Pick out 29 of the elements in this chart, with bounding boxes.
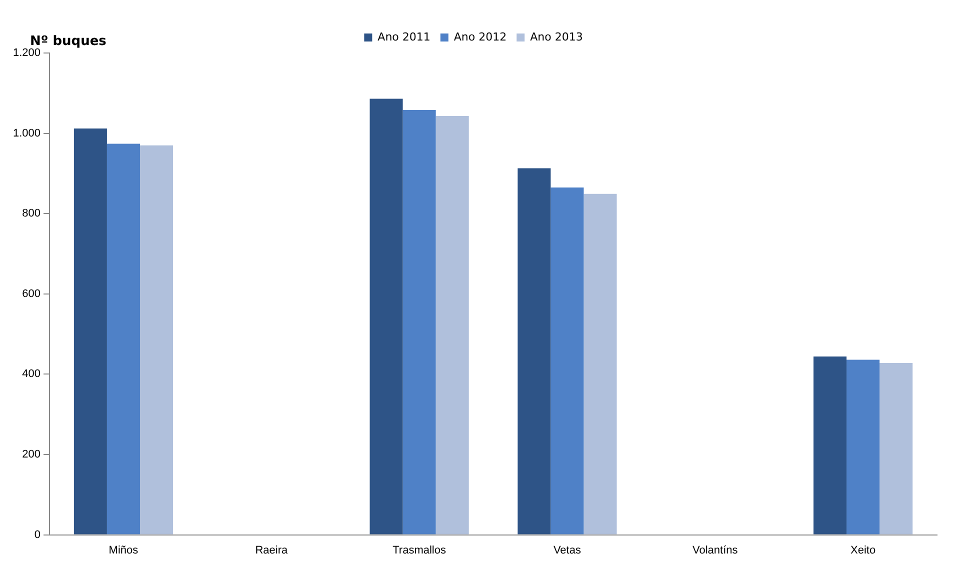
x-tick-label: Volantíns xyxy=(692,544,738,556)
legend-label: Ano 2011 xyxy=(378,30,430,44)
y-tick-label: 200 xyxy=(22,448,41,461)
bar xyxy=(370,98,403,534)
bar xyxy=(518,168,551,534)
y-tick-label: 0 xyxy=(34,528,41,541)
bar xyxy=(436,116,469,534)
y-tick-label: 400 xyxy=(22,368,41,380)
bar xyxy=(106,144,140,534)
x-tick-label: Vetas xyxy=(553,544,582,556)
x-tick-label: Miños xyxy=(108,544,139,556)
y-axis-title: Nº buques xyxy=(30,34,106,49)
bar xyxy=(880,362,913,534)
y-tick-label: 600 xyxy=(22,288,41,300)
bar xyxy=(584,194,617,534)
bar xyxy=(140,145,174,534)
y-tick-label: 1.000 xyxy=(12,127,41,140)
bar xyxy=(813,356,847,534)
y-tick-label: 1.200 xyxy=(12,47,41,60)
legend-label: Ano 2012 xyxy=(454,30,507,44)
x-tick-label: Raeira xyxy=(255,544,288,556)
x-tick-label: Trasmallos xyxy=(392,544,446,556)
x-tick-label: Xeito xyxy=(850,544,876,556)
bar xyxy=(74,128,107,534)
y-tick-label: 800 xyxy=(22,208,41,220)
bar xyxy=(550,188,584,534)
legend-label: Ano 2013 xyxy=(530,30,583,44)
bar xyxy=(846,360,880,534)
bar xyxy=(402,110,436,534)
